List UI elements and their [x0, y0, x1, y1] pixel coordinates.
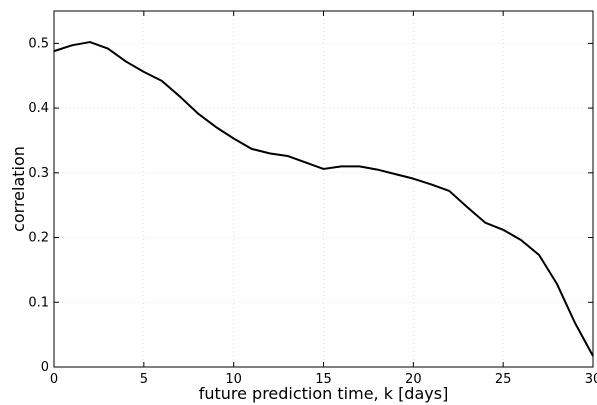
y-tick-label: 0: [41, 360, 49, 375]
x-tick-label: 5: [140, 372, 148, 387]
correlation-line: [53, 41, 594, 357]
y-tick-label: 0.3: [28, 166, 49, 181]
x-tick-label: 10: [225, 372, 242, 387]
y-axis-ticks: 0 0.1 0.2 0.3 0.4 0.5: [28, 36, 593, 375]
plot-frame: [53, 10, 594, 368]
x-axis-label: future prediction time, k [days]: [199, 384, 449, 403]
y-tick-label: 0.5: [28, 36, 49, 51]
x-tick-label: 20: [405, 372, 422, 387]
x-tick-label: 15: [315, 372, 332, 387]
y-tick-label: 0.2: [28, 231, 49, 246]
x-tick-label: 25: [495, 372, 512, 387]
y-tick-label: 0.1: [28, 295, 49, 310]
x-tick-label: 0: [50, 372, 58, 387]
y-tick-label: 0.4: [28, 101, 49, 116]
x-tick-label: 30: [585, 372, 597, 387]
y-axis-label: correlation: [9, 146, 28, 232]
